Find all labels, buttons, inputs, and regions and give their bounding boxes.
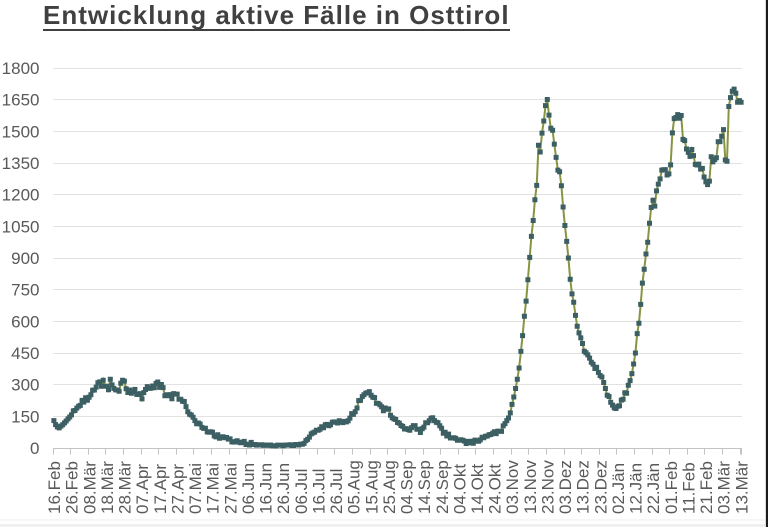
svg-text:26.Jul: 26.Jul [327,469,346,514]
svg-text:16.Jul: 16.Jul [309,469,328,514]
svg-text:17.Mai: 17.Mai [204,463,223,514]
svg-text:25.Aug: 25.Aug [380,460,399,514]
svg-text:23.Nov: 23.Nov [539,460,558,514]
svg-text:450: 450 [11,344,39,363]
svg-text:13.Mär: 13.Mär [732,461,751,514]
svg-text:750: 750 [11,281,39,300]
svg-text:07.Apr: 07.Apr [133,464,152,514]
svg-text:16.Jun: 16.Jun [257,463,276,514]
svg-text:27.Mai: 27.Mai [221,463,240,514]
svg-text:26.Jun: 26.Jun [274,463,293,514]
svg-text:1800: 1800 [2,59,40,78]
svg-text:07.Mai: 07.Mai [186,463,205,514]
svg-text:12.Jän: 12.Jän [627,463,646,514]
svg-text:01.Feb: 01.Feb [662,461,681,514]
svg-text:15.Aug: 15.Aug [362,460,381,514]
svg-text:11.Feb: 11.Feb [680,462,699,514]
svg-text:150: 150 [11,407,39,426]
svg-text:16.Feb: 16.Feb [45,461,64,514]
svg-text:21.Feb: 21.Feb [697,461,716,514]
svg-text:1050: 1050 [2,217,40,236]
svg-text:27.Apr: 27.Apr [168,464,187,514]
svg-text:24.Okt: 24.Okt [486,464,505,514]
svg-text:28.Mär: 28.Mär [116,461,135,514]
svg-text:06.Jun: 06.Jun [239,463,258,514]
svg-text:08.Mär: 08.Mär [80,461,99,514]
svg-text:1350: 1350 [2,154,40,173]
svg-text:1500: 1500 [2,122,40,141]
svg-text:0: 0 [30,439,39,458]
svg-text:02.Jän: 02.Jän [609,463,628,514]
svg-text:13.Dez: 13.Dez [574,460,593,514]
svg-text:03.Dez: 03.Dez [556,460,575,514]
svg-text:1200: 1200 [2,186,40,205]
svg-text:17.Apr: 17.Apr [151,464,170,514]
svg-text:06.Jul: 06.Jul [292,469,311,514]
svg-text:600: 600 [11,312,39,331]
svg-text:14.Okt: 14.Okt [468,464,487,514]
svg-text:300: 300 [11,376,39,395]
svg-text:23.Dez: 23.Dez [591,460,610,514]
svg-text:26.Feb: 26.Feb [63,461,82,514]
svg-text:13.Nov: 13.Nov [521,460,540,514]
svg-text:14.Sep: 14.Sep [415,460,434,514]
svg-text:05.Aug: 05.Aug [345,460,364,514]
svg-text:18.Mär: 18.Mär [98,461,117,514]
svg-text:03.Nov: 03.Nov [503,460,522,514]
svg-text:1650: 1650 [2,91,40,110]
svg-text:900: 900 [11,249,39,268]
svg-text:22.Jän: 22.Jän [644,463,663,514]
svg-text:04.Sep: 04.Sep [398,460,417,514]
svg-text:03.Mär: 03.Mär [715,461,734,514]
svg-text:24.Sep: 24.Sep [433,460,452,514]
svg-text:04.Okt: 04.Okt [450,464,469,514]
